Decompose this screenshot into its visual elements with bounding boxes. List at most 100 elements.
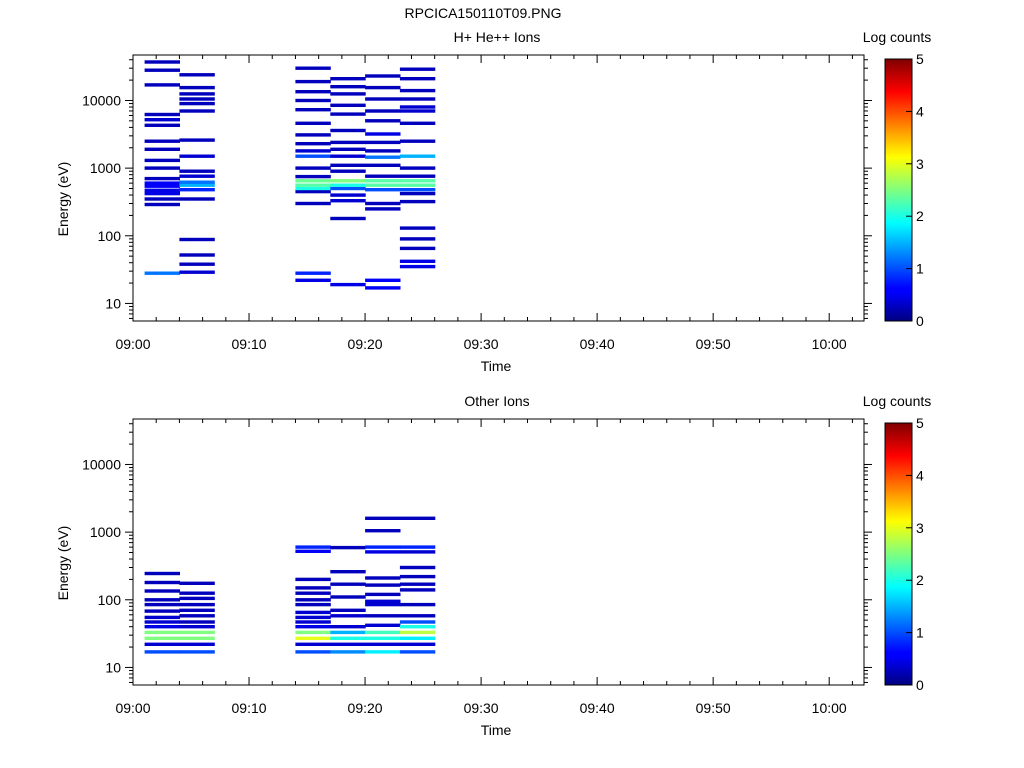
colorbar-tick-label: 5	[916, 51, 924, 67]
heatmap-cell	[365, 599, 401, 603]
heatmap-cell	[295, 549, 331, 553]
heatmap-cell	[144, 112, 180, 117]
heatmap-cell	[399, 109, 436, 113]
heatmap-cell	[144, 197, 180, 201]
heatmap-cell	[330, 77, 366, 81]
plot-frame	[132, 54, 865, 322]
heatmap-cell	[179, 197, 215, 201]
y-tick-label: 100	[98, 592, 122, 608]
heatmap-cell	[365, 650, 401, 654]
heatmap-cell	[179, 180, 215, 184]
colorbar-tick-label: 1	[916, 625, 924, 641]
heatmap-cell	[144, 598, 180, 602]
colorbar-tick-label: 2	[916, 208, 924, 224]
heatmap-cell	[295, 650, 331, 654]
heatmap-cell	[144, 625, 180, 629]
heatmap-cell	[295, 98, 331, 103]
heatmap-cell	[330, 85, 366, 89]
panel-title: H+ He++ Ions	[454, 29, 541, 45]
heatmap-cell	[179, 625, 215, 629]
heatmap-cell	[399, 97, 436, 101]
heatmap-cell	[330, 570, 366, 574]
heatmap-cell	[295, 636, 331, 640]
colorbar-tick-label: 1	[916, 261, 924, 277]
heatmap-cell	[330, 595, 366, 599]
heatmap-cell	[365, 623, 401, 627]
heatmap-cell	[295, 610, 331, 615]
heatmap-cell	[399, 88, 436, 93]
heatmap-cell	[295, 598, 331, 602]
y-tick-label: 10000	[82, 456, 121, 472]
heatmap-cell	[399, 650, 436, 654]
heatmap-cell	[179, 97, 215, 101]
x-tick-label: 09:40	[580, 700, 615, 716]
heatmap-cell	[179, 109, 215, 113]
panel-other-ions: Other Ions 09:00 09:10 09:20 09:30 09:40 09:5…	[55, 393, 931, 738]
y-axis: 10 100 1000 10000	[82, 423, 872, 683]
heatmap-cell	[295, 615, 331, 620]
heatmap-cell	[330, 140, 366, 145]
heatmap-cell	[330, 625, 366, 629]
heatmap-cell	[144, 630, 180, 635]
y-tick-label: 1000	[90, 160, 121, 176]
heatmap-cell	[295, 66, 331, 70]
heatmap-cell	[295, 577, 331, 582]
plot-frame	[132, 418, 865, 686]
x-tick-label: 09:30	[464, 336, 499, 352]
heatmap-cell	[330, 128, 366, 133]
heatmap-cell	[399, 602, 436, 607]
heatmap-cell	[399, 191, 436, 196]
heatmap-cell	[365, 140, 401, 145]
heatmap-cell	[179, 636, 215, 640]
heatmap-cell	[179, 174, 215, 178]
heatmap-cell	[295, 179, 331, 183]
heatmap-cell	[330, 186, 366, 191]
y-tick-label: 1000	[90, 524, 121, 540]
heatmap-cell	[295, 545, 331, 549]
heatmap-cell	[365, 602, 401, 607]
heatmap-cell	[144, 184, 180, 188]
heatmap-cell	[399, 574, 436, 579]
heatmap-cell	[399, 174, 436, 178]
heatmap-cell	[365, 642, 401, 646]
heatmap-cell	[179, 642, 215, 646]
heatmap-cell	[179, 591, 215, 595]
heatmap-cell	[144, 642, 180, 646]
heatmap-cell	[365, 85, 401, 90]
heatmap-cell	[399, 620, 436, 624]
heatmap-cell	[179, 85, 215, 90]
colorbar-ticks: 0 1 2 3 4 5	[906, 51, 924, 329]
heatmap-cell	[144, 68, 180, 72]
heatmap-cell	[179, 614, 215, 618]
heatmap-cell	[295, 166, 331, 170]
heatmap-cell	[365, 545, 401, 549]
heatmap-cell	[144, 191, 180, 196]
heatmap-cell	[330, 147, 366, 151]
y-tick-label: 10	[105, 659, 121, 675]
x-tick-label: 09:20	[348, 336, 383, 352]
heatmap-cell	[144, 589, 180, 593]
x-axis-label: Time	[481, 722, 512, 738]
heatmap-cell	[179, 650, 215, 654]
heatmap-cell	[330, 545, 366, 550]
heatmap-cell	[365, 155, 401, 159]
x-tick-label: 09:40	[580, 336, 615, 352]
heatmap-cell	[365, 183, 401, 187]
heatmap-cell	[179, 183, 215, 187]
heatmap-cell	[399, 188, 436, 192]
heatmap-cell	[295, 271, 331, 275]
heatmap-cell	[144, 139, 180, 143]
heatmap-cell	[399, 179, 436, 183]
heatmap-cell	[365, 74, 401, 78]
heatmap-cell	[365, 188, 401, 192]
heatmap-cell	[295, 108, 331, 112]
heatmap-cell	[144, 60, 180, 64]
colorbar-gradient	[884, 58, 913, 322]
heatmap-cell	[295, 625, 331, 629]
heatmap-cell	[144, 83, 180, 87]
heatmap-cell	[295, 121, 331, 125]
heatmap-cell	[330, 112, 366, 116]
heatmap-cells	[144, 516, 436, 654]
heatmap-cell	[365, 550, 401, 554]
heatmap-cell	[365, 119, 401, 123]
